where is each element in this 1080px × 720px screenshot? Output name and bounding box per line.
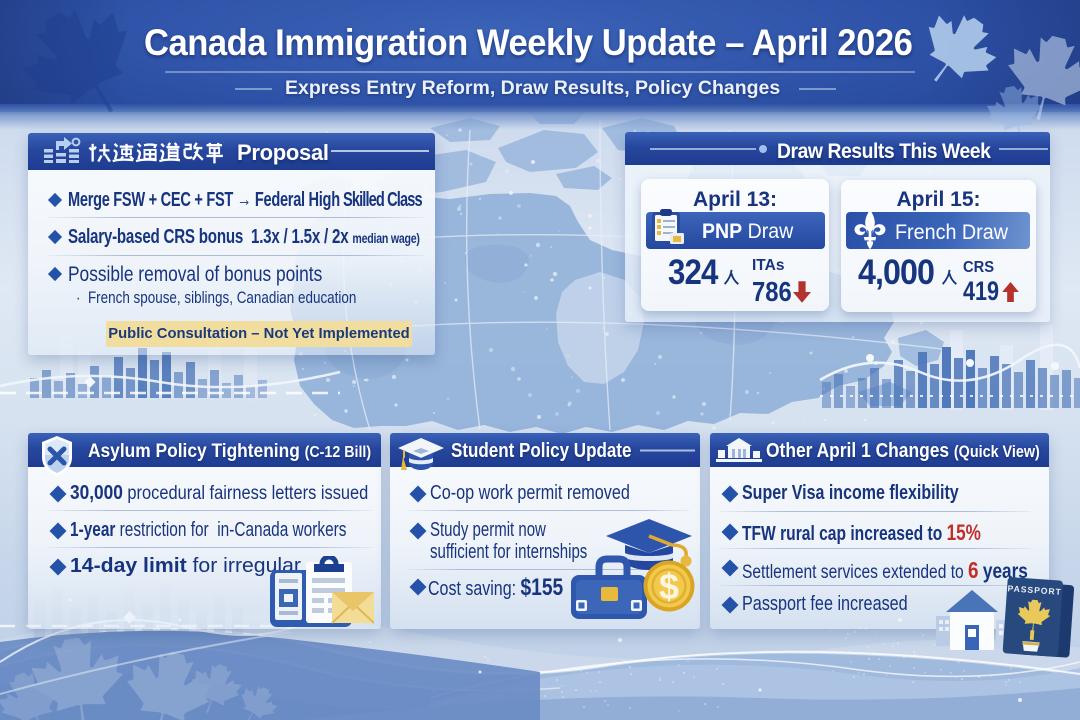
svg-text:PASSPORT: PASSPORT: [1007, 583, 1062, 597]
svg-text:$: $: [659, 566, 679, 607]
